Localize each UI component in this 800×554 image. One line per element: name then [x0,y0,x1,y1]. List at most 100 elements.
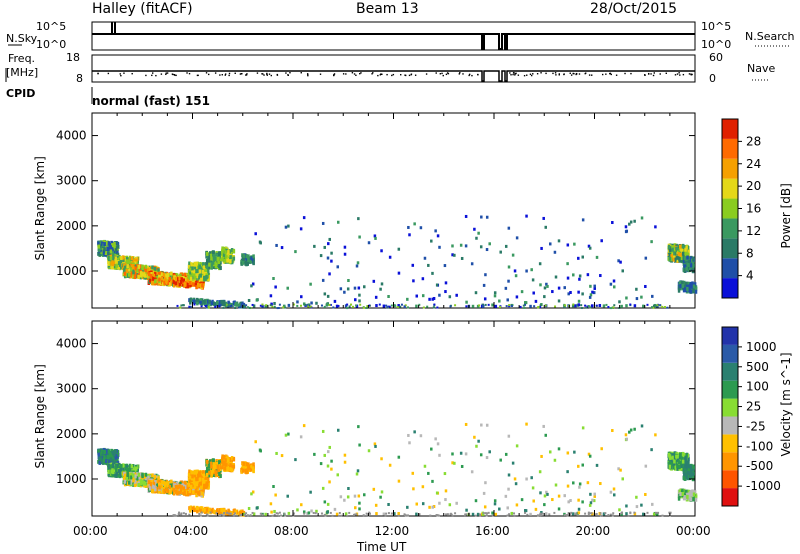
power-pixel [113,252,116,257]
velocity-pixel [112,463,115,468]
power-pixel [202,265,206,270]
power-pixel [444,281,448,285]
velocity-pixel [204,479,208,484]
velocity-pixel [108,459,112,464]
nave-point [652,74,655,77]
velocity-pixel [150,486,153,491]
nave-point [333,74,335,77]
power-pixel [245,257,248,262]
power-pixel [102,240,106,245]
power-pixel [172,283,176,288]
power-pixel [671,245,674,250]
nave-point [196,74,199,77]
power-ground [226,303,229,306]
nave-point [145,74,147,77]
power-pixel [98,252,101,257]
power-pixel [160,272,164,277]
velocity-pixel [151,473,154,478]
power-pixel [183,282,186,287]
velocity-pixel [137,475,141,480]
power-pixel [498,299,501,303]
power-pixel [189,300,192,305]
nave-point [262,73,264,75]
power-ground [394,304,397,307]
nave-point [468,73,471,76]
velocity-pixel [195,469,198,474]
power-colorbar-seg [722,198,738,219]
power-pixel [306,303,309,307]
power-pixel [589,293,593,297]
nave-point [688,73,691,75]
velocity-pixel [163,488,166,493]
velocity-pixel [151,482,154,487]
power-pixel [172,280,175,285]
power-ground [228,303,231,306]
velocity-pixel [160,484,164,489]
velocity-pixel [188,486,191,491]
power-ground [590,304,593,307]
nave-point [573,72,575,75]
power-pixel [677,249,681,254]
power-ground [227,304,230,307]
power-pixel [104,251,108,256]
nave-point [529,73,532,75]
power-pixel [139,264,142,269]
power-ground [229,304,232,307]
power-pixel [226,258,230,263]
power-pixel [108,251,112,256]
power-pixel [102,249,106,254]
velocity-pixel [142,480,145,485]
velocity-pixel [172,491,176,496]
velocity-pixel [187,472,191,477]
velocity-pixel [166,489,170,494]
velocity-pixel [130,475,133,480]
power-pixel [132,270,135,275]
velocity-pixel [192,480,196,485]
power-ground [595,304,598,307]
nave-point [653,72,655,74]
nave-point [205,72,208,74]
velocity-pixel [179,481,182,486]
power-ground [218,305,221,308]
power-pixel [213,302,216,307]
velocity-pixel [154,480,157,485]
power-pixel [617,259,620,263]
power-pixel [156,276,159,281]
velocity-pixel [116,460,120,465]
power-ground [238,306,241,309]
power-pixel [205,264,209,269]
power-pixel [144,264,148,269]
power-pixel [192,269,196,274]
power-pixel [300,295,303,299]
power-pixel [379,287,382,291]
power-pixel [625,304,628,308]
power-pixel [195,297,199,302]
power-pixel [328,272,331,276]
velocity-pixel [111,465,115,470]
power-pixel [111,265,114,270]
power-pixel [692,289,695,294]
velocity-pixel [103,455,106,460]
velocity-pixel [135,481,139,486]
power-pixel [460,256,464,260]
power-pixel [485,248,489,252]
nave-point [512,72,515,74]
power-pixel [319,254,323,258]
power-colorbar-seg [722,218,738,239]
power-pixel [539,283,542,287]
power-pixel [250,284,253,288]
power-pixel [380,249,383,253]
power-colorbar-label: 20 [746,179,761,193]
velocity-pixel [178,484,181,489]
power-pixel [259,241,262,245]
power-pixel [635,297,639,301]
power-pixel [252,254,255,259]
velocity-pixel [170,488,174,493]
power-pixel [199,277,203,282]
power-ground [433,303,436,306]
velocity-pixel [128,463,132,468]
power-pixel [363,285,366,289]
power-pixel [493,294,497,298]
power-pixel [609,282,613,286]
power-ground [510,305,513,308]
